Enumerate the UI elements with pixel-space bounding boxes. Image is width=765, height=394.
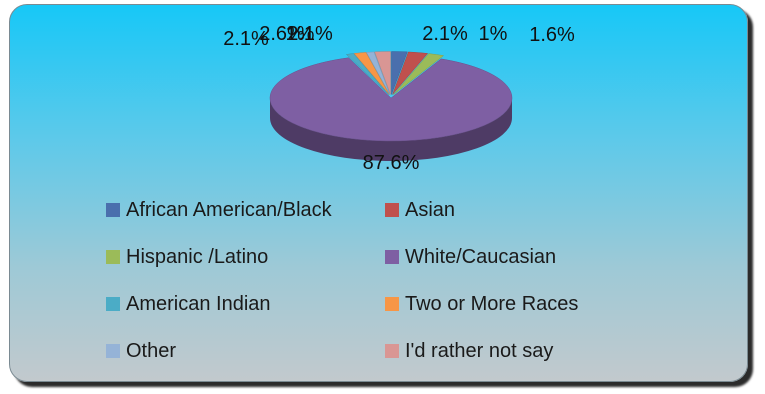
legend-item: Hispanic /Latino — [106, 244, 268, 270]
legend-item: Two or More Races — [385, 291, 578, 317]
pie-slice — [345, 53, 389, 95]
legend-swatch — [385, 297, 399, 311]
legend-swatch — [385, 250, 399, 264]
legend-swatch — [106, 297, 120, 311]
legend-label: Two or More Races — [405, 292, 579, 315]
pie-slice — [391, 51, 408, 95]
legend-item: Asian — [385, 197, 455, 223]
legend-label: Hispanic /Latino — [126, 245, 269, 268]
legend-swatch — [385, 203, 399, 217]
pie-tops — [269, 51, 513, 142]
data-label: 2.1% — [422, 23, 468, 45]
legend-label: Asian — [405, 198, 456, 221]
legend-swatch — [106, 203, 120, 217]
pie-slice-side — [270, 98, 512, 161]
data-label: 87.6% — [363, 152, 420, 174]
legend-swatch — [106, 250, 120, 264]
legend-item: I'd rather not say — [385, 338, 553, 364]
pie-sides — [270, 98, 512, 161]
data-label: 2.6% — [259, 23, 305, 45]
data-label: 1.6% — [529, 24, 575, 46]
legend-item: American Indian — [106, 291, 271, 317]
pie-slice — [393, 53, 445, 95]
data-label: 2.1% — [223, 28, 269, 50]
data-label: 1% — [286, 23, 315, 45]
legend-item: African American/Black — [106, 197, 332, 223]
legend-label: I'd rather not say — [405, 339, 554, 362]
pie-slice — [269, 57, 513, 142]
legend-label: White/Caucasian — [405, 245, 557, 268]
legend-swatch — [385, 344, 399, 358]
pie-slice — [374, 51, 391, 95]
pie-slice — [366, 51, 391, 95]
pie-slice — [392, 51, 429, 95]
legend-label: African American/Black — [126, 198, 332, 221]
pie-labels: 2.1%2.6% 2.1%87.6%1% 1.6%1%2.1% — [223, 23, 575, 174]
pie-slice — [353, 52, 390, 95]
legend-item: White/Caucasian — [385, 244, 556, 270]
legend-swatch — [106, 344, 120, 358]
legend-item: Other — [106, 338, 176, 364]
data-label: 1% — [479, 23, 508, 45]
data-label: 2.1% — [287, 23, 333, 45]
legend-label: American Indian — [126, 292, 271, 315]
legend-label: Other — [126, 339, 177, 362]
